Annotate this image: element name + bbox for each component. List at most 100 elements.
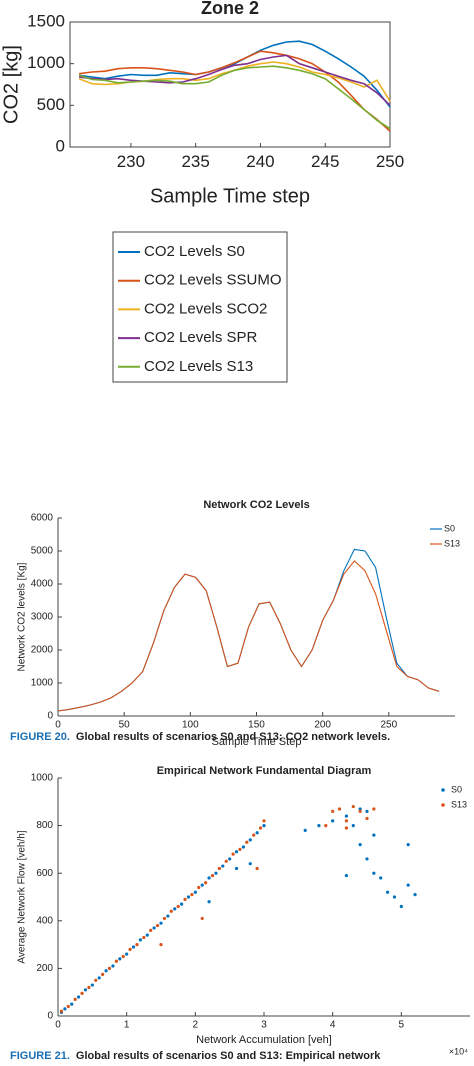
legend-label: CO2 Levels SPR bbox=[144, 329, 258, 346]
x-tick-label: 150 bbox=[248, 720, 265, 731]
legend-label: S13 bbox=[444, 538, 460, 548]
scatter-point bbox=[200, 883, 204, 887]
scatter-point bbox=[386, 890, 390, 894]
scatter-point bbox=[351, 824, 355, 828]
x-tick-label: 0 bbox=[55, 720, 61, 731]
scatter-point bbox=[248, 838, 252, 842]
scatter-point bbox=[135, 943, 139, 947]
scatter-point bbox=[221, 864, 225, 868]
y-tick-label: 1000 bbox=[31, 773, 54, 784]
y-tick-label: 2000 bbox=[31, 645, 54, 656]
scatter-point bbox=[145, 933, 149, 937]
chart-title: Empirical Network Fundamental Diagram bbox=[157, 765, 372, 777]
scatter-point bbox=[186, 895, 191, 899]
x-tick-label: 0 bbox=[55, 1020, 61, 1031]
scatter-point bbox=[358, 807, 362, 811]
scatter-point bbox=[142, 935, 146, 940]
caption: FIGURE 20. Global results of scenarios S0… bbox=[10, 731, 390, 743]
x-tick-label: 2 bbox=[193, 1020, 199, 1031]
legend-box bbox=[112, 231, 288, 383]
caption: FIGURE 21. Global results of scenarios S0… bbox=[10, 1050, 380, 1062]
scatter-point bbox=[358, 843, 362, 847]
legend-label: CO2 Levels SCO2 bbox=[144, 300, 267, 317]
scatter-point bbox=[94, 978, 98, 982]
x-tick-label: 250 bbox=[376, 152, 404, 171]
x-tick-label: 230 bbox=[117, 152, 145, 171]
caption-label: FIGURE 20. bbox=[10, 731, 70, 743]
x-axis-label: Sample Time step bbox=[150, 185, 310, 207]
scatter-point bbox=[111, 964, 115, 968]
scatter-point bbox=[207, 900, 211, 904]
legend-label: S13 bbox=[451, 799, 467, 809]
series-line bbox=[78, 50, 391, 132]
y-tick-label: 1000 bbox=[31, 678, 54, 689]
x-tick-label: 200 bbox=[314, 720, 331, 731]
scatter-point bbox=[66, 1004, 70, 1009]
x-tick-label: 235 bbox=[181, 152, 209, 171]
scatter-point bbox=[365, 809, 369, 813]
scatter-point bbox=[77, 995, 81, 999]
x-tick-label: 245 bbox=[311, 152, 339, 171]
scatter-point bbox=[324, 824, 328, 828]
scatter-point bbox=[183, 897, 187, 901]
scatter-point bbox=[138, 938, 142, 942]
scatter-point bbox=[231, 852, 235, 856]
scatter-point bbox=[70, 1002, 74, 1006]
y-tick-label: 0 bbox=[47, 711, 53, 722]
scatter-point bbox=[344, 819, 348, 823]
scatter-point bbox=[214, 871, 218, 875]
scatter-point bbox=[159, 943, 163, 947]
y-axis-label: Network CO2 levels [Kg] bbox=[17, 562, 28, 671]
y-tick-label: 4000 bbox=[31, 579, 54, 590]
scatter-point bbox=[128, 947, 132, 951]
series-line bbox=[57, 560, 440, 712]
scatter-point bbox=[155, 923, 160, 928]
scatter-point bbox=[159, 921, 163, 925]
legend-swatch bbox=[441, 788, 445, 792]
scatter-point bbox=[149, 928, 153, 932]
scatter-point bbox=[406, 883, 410, 887]
y-axis-label: CO2 [kg] bbox=[0, 45, 22, 124]
scatter-point bbox=[83, 988, 88, 992]
scatter-point bbox=[162, 916, 167, 921]
x-axis-label: Network Accumulation [veh] bbox=[196, 1034, 332, 1046]
y-axis-label: Average Network Flow [veh/h] bbox=[17, 830, 28, 963]
scatter-point bbox=[217, 866, 221, 871]
series-line bbox=[78, 40, 391, 108]
scatter-point bbox=[337, 807, 342, 811]
scatter-point bbox=[372, 807, 376, 811]
scatter-point bbox=[176, 904, 180, 909]
scatter-point bbox=[331, 809, 335, 813]
scatter-point bbox=[197, 885, 201, 890]
x-tick-label: 4 bbox=[330, 1020, 336, 1031]
x-tick-label: 1 bbox=[124, 1020, 130, 1031]
x-tick-label: 250 bbox=[380, 720, 397, 731]
scatter-point bbox=[73, 997, 77, 1001]
y-tick-label: 1000 bbox=[27, 53, 65, 72]
caption-label: FIGURE 21. bbox=[10, 1050, 70, 1062]
scatter-point bbox=[207, 876, 211, 880]
chart-title: Zone 2 bbox=[201, 0, 259, 18]
caption-text: Global results of scenarios S0 and S13: … bbox=[75, 731, 391, 743]
scatter-point bbox=[204, 881, 208, 885]
y-tick-label: 500 bbox=[37, 95, 65, 114]
scatter-point bbox=[114, 959, 118, 963]
scatter-point bbox=[379, 876, 383, 880]
scatter-point bbox=[372, 833, 376, 837]
scatter-point bbox=[255, 866, 259, 871]
scatter-point bbox=[234, 850, 239, 854]
x-tick-label: 50 bbox=[119, 720, 131, 731]
scatter-point bbox=[152, 926, 156, 930]
legend-label: S0 bbox=[444, 523, 455, 533]
scatter-point bbox=[241, 845, 245, 849]
y-tick-label: 200 bbox=[36, 963, 53, 974]
scatter-point bbox=[228, 857, 232, 861]
scatter-point bbox=[80, 991, 84, 995]
x-tick-label: 240 bbox=[246, 152, 274, 171]
scatter-point bbox=[118, 957, 122, 961]
scatter-point bbox=[392, 895, 397, 899]
x-tick-label: 3 bbox=[261, 1020, 267, 1031]
scatter-point bbox=[107, 966, 112, 971]
scatter-point bbox=[365, 816, 369, 821]
